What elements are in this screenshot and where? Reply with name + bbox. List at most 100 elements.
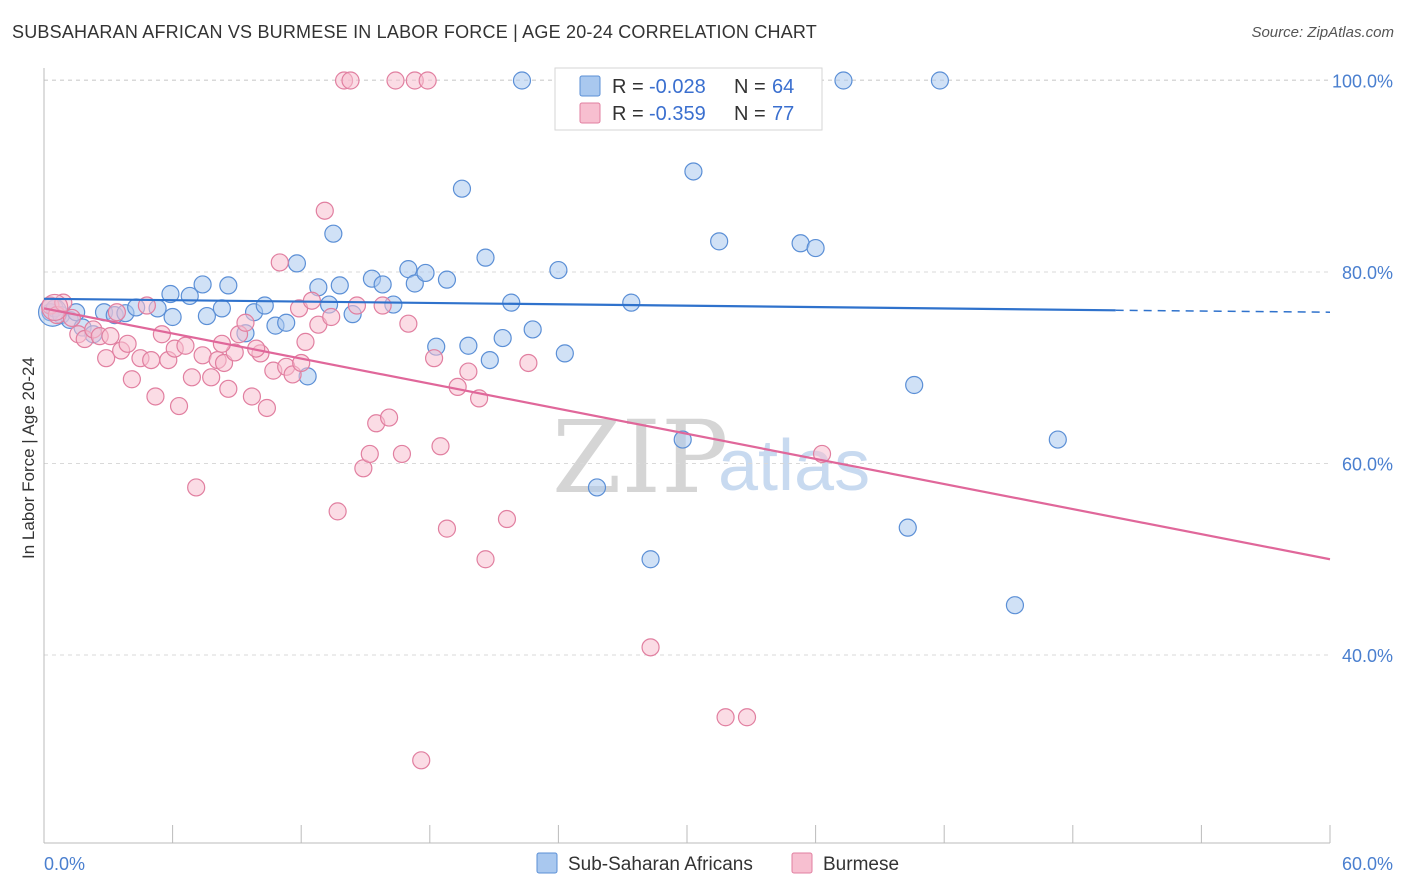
sub-saharan-point-43 <box>493 328 512 348</box>
trend-line-burmese <box>43 307 1331 561</box>
burmese-point-45 <box>322 307 341 327</box>
burmese-point-68 <box>519 353 538 373</box>
sub-saharan-point-41 <box>476 248 495 267</box>
burmese-point-73 <box>418 71 437 90</box>
sub-saharan-point-50 <box>622 293 641 312</box>
burmese-point-22 <box>176 336 195 355</box>
y-tick-label-2: 60.0% <box>1342 455 1393 475</box>
burmese-point-10 <box>107 303 126 322</box>
burmese-point-21 <box>169 396 189 416</box>
watermark-zip: ZIP <box>552 399 728 516</box>
legend-r-value-blue: -0.028 <box>649 76 706 98</box>
sub-saharan-point-59 <box>898 518 917 537</box>
sub-saharan-point-13 <box>161 284 180 304</box>
legend-r-label-blue: R = <box>612 76 644 98</box>
chart-title: SUBSAHARAN AFRICAN VS BURMESE IN LABOR F… <box>12 22 817 42</box>
burmese-point-12 <box>118 334 137 353</box>
source-note: Source: ZipAtlas.com <box>1251 24 1394 41</box>
sub-saharan-point-32 <box>373 275 392 294</box>
sub-saharan-point-28 <box>324 224 343 243</box>
sub-saharan-point-12 <box>163 307 182 327</box>
y-tick-label-0: 100.0% <box>1332 72 1393 92</box>
burmese-point-70 <box>716 708 735 727</box>
sub-saharan-point-58 <box>834 71 853 90</box>
sub-saharan-point-53 <box>673 430 692 449</box>
burmese-point-23 <box>182 368 201 387</box>
sub-saharan-point-55 <box>710 232 729 251</box>
burmese-point-72 <box>812 444 832 464</box>
sub-saharan-point-40 <box>459 336 478 355</box>
sub-saharan-point-60 <box>905 375 924 395</box>
burmese-point-16 <box>142 350 161 370</box>
burmese-point-57 <box>399 314 418 333</box>
burmese-point-64 <box>459 362 478 381</box>
burmese-point-37 <box>270 253 289 272</box>
sub-saharan-point-61 <box>930 71 950 90</box>
burmese-point-53 <box>373 296 392 315</box>
burmese-point-29 <box>219 379 238 398</box>
burmese-point-44 <box>315 201 334 220</box>
burmese-point-18 <box>152 325 171 344</box>
burmese-point-62 <box>437 519 457 538</box>
burmese-point-71 <box>737 708 757 727</box>
sub-saharan-point-47 <box>549 260 568 280</box>
bottom-legend-swatch-blue <box>536 852 558 874</box>
burmese-cluster-point <box>41 293 69 322</box>
sub-saharan-point-48 <box>555 344 574 363</box>
sub-saharan-point-62 <box>1005 596 1025 615</box>
burmese-point-66 <box>476 550 495 569</box>
sub-saharan-point-36 <box>416 263 435 283</box>
sub-saharan-point-63 <box>1048 430 1067 449</box>
sub-saharan-point-39 <box>452 179 472 198</box>
burmese-point-15 <box>137 296 156 315</box>
axes: 100.0% 80.0% 60.0% 40.0% 0.0% 60.0% <box>43 68 1393 874</box>
sub-saharan-point-49 <box>587 478 607 497</box>
x-tick-label-1: 60.0% <box>1342 854 1393 874</box>
legend-n-label-blue: N = <box>734 76 766 98</box>
watermark-atlas: atlas <box>718 426 870 506</box>
sub-saharan-point-21 <box>255 296 274 315</box>
legend-n-value-blue: 64 <box>772 76 794 98</box>
burmese-point-55 <box>386 71 405 90</box>
sub-saharan-point-23 <box>277 313 296 332</box>
burmese-point-56 <box>392 444 412 464</box>
bottom-legend-label-pink: Burmese <box>823 854 899 875</box>
sub-saharan-point-15 <box>193 275 212 294</box>
bottom-legend-swatch-pink <box>791 852 813 874</box>
series-burmese <box>41 71 832 770</box>
y-tick-label-1: 80.0% <box>1342 263 1393 283</box>
sub-saharan-point-42 <box>480 350 499 370</box>
trend-line-sub-saharan-extension <box>1115 309 1331 313</box>
sub-saharan-point-46 <box>523 320 542 339</box>
burmese-point-13 <box>122 370 141 389</box>
legend-n-label-pink: N = <box>734 103 766 125</box>
sub-saharan-point-38 <box>437 270 457 289</box>
series-sub-saharan-africans <box>37 71 1067 615</box>
trend-lines <box>43 297 1331 561</box>
burmese-point-67 <box>497 509 517 529</box>
burmese-point-54 <box>379 408 399 427</box>
legend-swatch-blue <box>579 75 601 97</box>
burmese-point-32 <box>236 313 255 332</box>
legend-swatch-pink <box>579 102 601 124</box>
sub-saharan-point-45 <box>512 71 532 90</box>
legend-r-value-pink: -0.359 <box>649 103 706 125</box>
burmese-point-60 <box>424 349 444 368</box>
sub-saharan-point-17 <box>212 299 231 318</box>
burmese-point-69 <box>641 638 660 657</box>
burmese-point-24 <box>187 478 206 497</box>
burmese-point-30 <box>225 343 244 362</box>
legend-r-label-pink: R = <box>612 103 644 125</box>
sub-saharan-point-24 <box>287 254 307 273</box>
trend-line-sub-saharan <box>43 297 1116 312</box>
burmese-point-48 <box>341 71 360 90</box>
burmese-point-46 <box>328 502 347 521</box>
legend-n-value-pink: 77 <box>772 103 794 125</box>
sub-saharan-point-56 <box>791 234 810 253</box>
y-tick-label-3: 40.0% <box>1342 646 1393 666</box>
x-tick-label-0: 0.0% <box>44 854 85 874</box>
burmese-point-49 <box>347 296 367 315</box>
burmese-point-61 <box>431 437 450 456</box>
burmese-point-41 <box>296 332 315 351</box>
